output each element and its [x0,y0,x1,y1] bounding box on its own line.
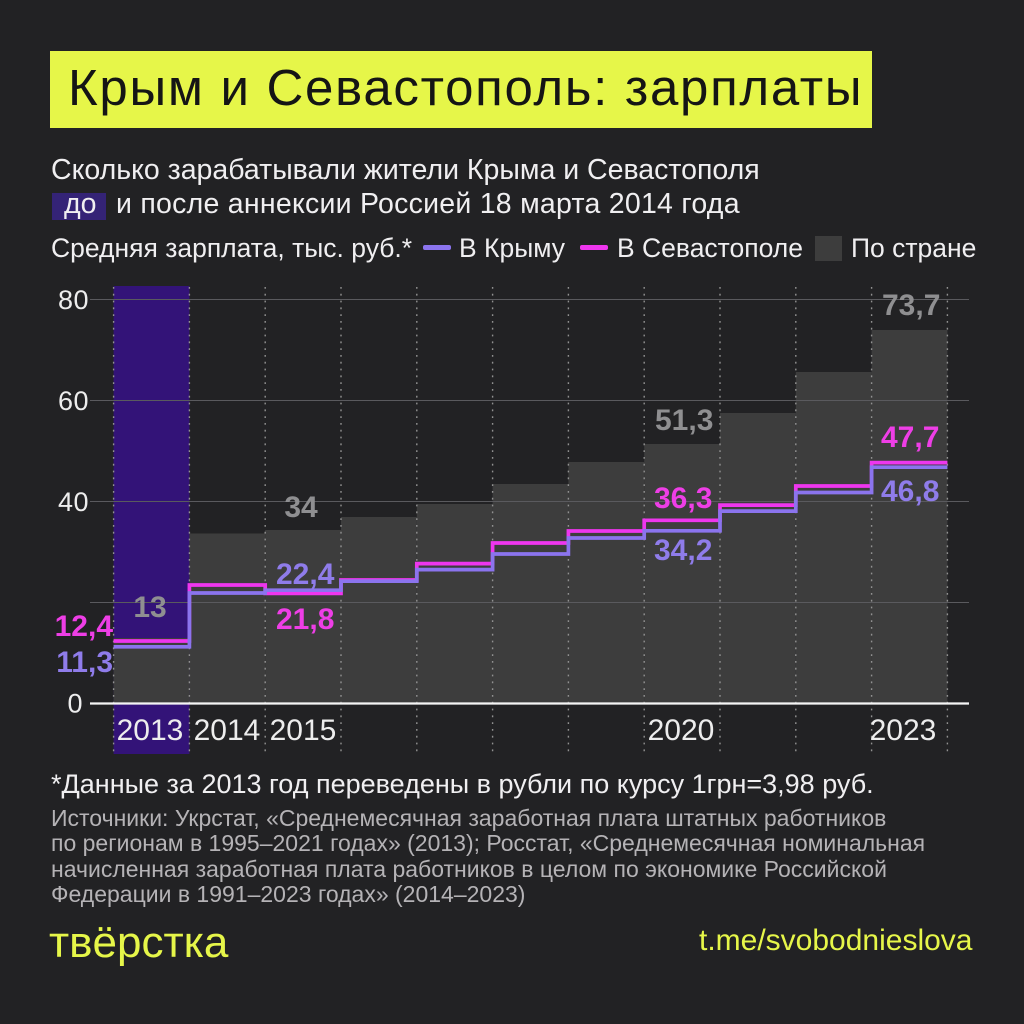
svg-text:2023: 2023 [870,714,937,747]
svg-text:36,3: 36,3 [654,482,712,515]
svg-text:2014: 2014 [194,714,261,747]
svg-text:2020: 2020 [648,714,715,747]
svg-text:21,8: 21,8 [276,603,334,636]
svg-text:2015: 2015 [270,714,337,747]
svg-text:11,3: 11,3 [56,646,113,679]
svg-text:51,3: 51,3 [655,404,713,437]
svg-text:12,4: 12,4 [55,610,114,643]
svg-text:73,7: 73,7 [882,289,940,322]
svg-text:46,8: 46,8 [881,475,939,508]
svg-text:60: 60 [58,386,89,416]
svg-text:34: 34 [284,491,318,524]
svg-text:13: 13 [133,591,166,624]
svg-text:22,4: 22,4 [276,558,335,591]
svg-text:47,7: 47,7 [881,421,939,454]
svg-text:0: 0 [67,689,83,719]
svg-text:80: 80 [58,285,89,315]
svg-text:34,2: 34,2 [654,534,712,567]
svg-text:2013: 2013 [117,714,184,747]
svg-text:40: 40 [58,487,89,517]
